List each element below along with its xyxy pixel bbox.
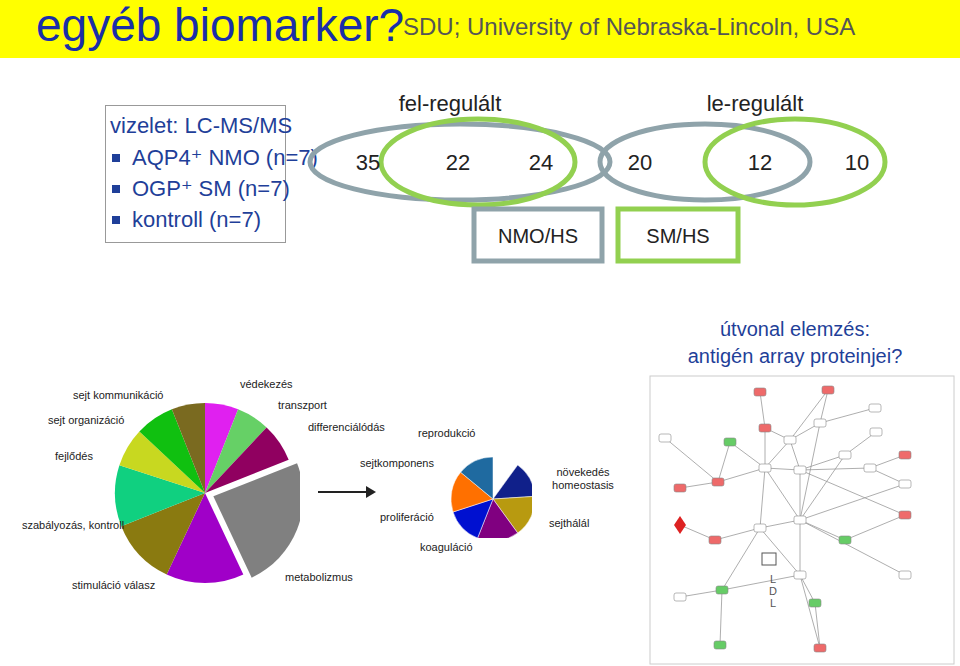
svg-text:SM/HS: SM/HS (646, 225, 709, 247)
html-text:transzport: transzport (278, 399, 327, 411)
svg-text:22: 22 (446, 150, 470, 175)
html-text:kontroll (n=7): kontroll (n=7) (132, 207, 261, 232)
html-text:vizelet: LC-MS/MS: vizelet: LC-MS/MS (110, 113, 293, 138)
html-text:egyéb biomarker?SDU; Universit: egyéb biomarker?SDU; University of Nebra… (36, 0, 856, 51)
svg-text:12: 12 (748, 150, 772, 175)
html-text:sejt organizáció: sejt organizáció (48, 414, 125, 426)
svg-text:L: L (770, 597, 776, 609)
svg-text:24: 24 (529, 150, 553, 175)
html-text:fejlődés: fejlődés (55, 450, 93, 462)
html-text:proliferáció: proliferáció (380, 511, 434, 523)
html-text:AQP4⁺ NMO (n=7): AQP4⁺ NMO (n=7) (132, 145, 318, 170)
html-text:sejt kommunikáció: sejt kommunikáció (73, 389, 164, 401)
html-text:differenciálódás: differenciálódás (308, 421, 385, 433)
html-text:útvonal elemzés:: útvonal elemzés: (720, 318, 870, 340)
html-text:védekezés: védekezés (240, 378, 293, 390)
html-text:növekedés homeostasis: növekedés homeostasis (552, 466, 614, 491)
html-text:sejthálál: sejthálál (549, 517, 590, 529)
svg-text:35: 35 (356, 150, 380, 175)
svg-text:20: 20 (628, 150, 652, 175)
html-text:stimuláció válasz: stimuláció válasz (72, 579, 156, 591)
svg-text:fel-regulált: fel-regulált (399, 91, 502, 116)
html-text:koaguláció: koaguláció (420, 541, 473, 553)
svg-text:NMO/HS: NMO/HS (498, 225, 578, 247)
svg-text:le-regulált: le-regulált (707, 91, 804, 116)
svg-text:10: 10 (845, 150, 869, 175)
html-text:szabályozás, kontroll: szabályozás, kontroll (22, 519, 125, 531)
html-text:reprodukció: reprodukció (418, 427, 476, 439)
svg-text:D: D (769, 585, 777, 597)
html-text:metabolizmus: metabolizmus (285, 571, 353, 583)
svg-text:L: L (770, 573, 776, 585)
html-text:sejtkomponens: sejtkomponens (360, 457, 434, 469)
html-text:antigén array proteinjei?: antigén array proteinjei? (687, 345, 903, 367)
html-text:OGP⁺ SM (n=7): OGP⁺ SM (n=7) (132, 176, 290, 201)
